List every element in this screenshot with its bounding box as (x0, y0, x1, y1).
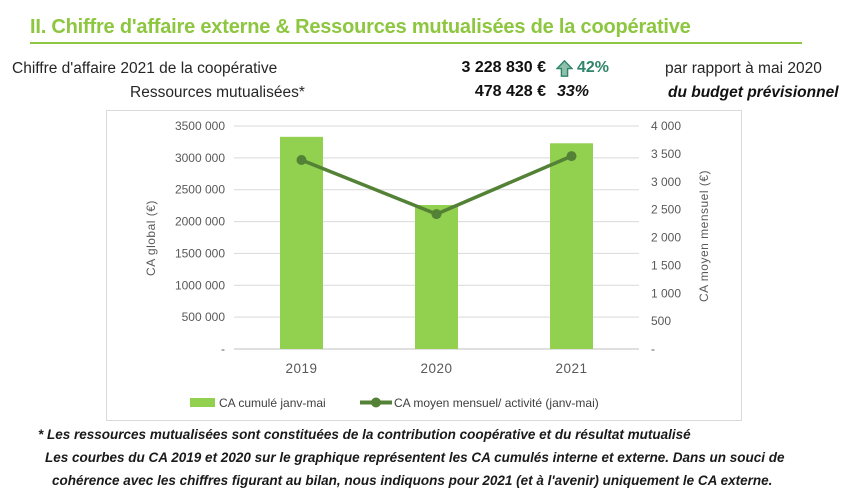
stat-value-ressources: 478 428 € (474, 83, 546, 100)
right-axis-tick: - (651, 342, 655, 356)
right-axis-tick: 3 000 (651, 175, 681, 189)
right-axis-tick: 1 500 (651, 258, 681, 272)
left-axis-tick: 2000 000 (175, 215, 225, 229)
stat-delta-ressources: 33% (557, 83, 590, 100)
right-axis-tick: 4 000 (651, 119, 681, 133)
right-axis-tick: 500 (651, 314, 671, 328)
left-axis-tick: 2500 000 (175, 183, 225, 197)
stat-note-ressources: du budget prévisionnel (668, 84, 839, 101)
left-axis-tick: 3000 000 (175, 151, 225, 165)
stat-label-ressources: Ressources mutualisées* (130, 84, 305, 101)
stat-value-ca-2021: 3 228 830 € (461, 59, 546, 76)
footnote-2: Les courbes du CA 2019 et 2020 sur le gr… (45, 450, 785, 465)
left-axis-tick: 1000 000 (175, 278, 225, 292)
left-axis-tick: 1500 000 (175, 246, 225, 260)
footnote-3: cohérence avec les chiffres figurant au … (52, 473, 773, 488)
left-axis-tick: 3500 000 (175, 119, 225, 133)
legend-label-line: CA moyen mensuel/ activité (janv-mai) (394, 396, 599, 410)
legend-label-bar: CA cumulé janv-mai (219, 396, 326, 410)
bar-2020 (415, 205, 458, 349)
category-label: 2020 (420, 361, 452, 376)
right-axis-title: CA moyen mensuel (€) (697, 170, 711, 302)
footnote-1: * Les ressources mutualisées sont consti… (38, 427, 691, 442)
left-axis-title: CA global (€) (144, 200, 158, 276)
chart-panel: 3500 000 3000 000 2500 000 2000 000 1500 000… (106, 110, 742, 421)
legend-line-dot (371, 397, 381, 408)
stat-note-ca-2021: par rapport à mai 2020 (665, 60, 822, 77)
bar-2019 (280, 136, 323, 349)
legend-bar-swatch (190, 398, 215, 407)
line-point-2019 (296, 155, 307, 166)
right-axis-tick: 2 500 (651, 203, 681, 217)
line-point-2021 (566, 151, 577, 162)
ca-combo-chart: 3500 000 3000 000 2500 000 2000 000 1500 000… (144, 119, 711, 410)
right-axis-tick: 3 500 (651, 147, 681, 161)
bar-2021 (550, 143, 593, 349)
category-label: 2021 (555, 361, 587, 376)
trend-up-icon (555, 59, 574, 77)
section-title: II. Chiffre d'affaire externe & Ressourc… (30, 16, 802, 45)
category-label: 2019 (285, 361, 317, 376)
left-axis-tick: - (221, 342, 225, 356)
right-axis-tick: 2 000 (651, 231, 681, 245)
stat-delta-ca-2021: 42% (577, 59, 610, 76)
stat-label-ca-2021: Chiffre d'affaire 2021 de la coopérative (12, 60, 278, 77)
left-axis-tick: 500 000 (182, 310, 226, 324)
line-point-2020 (431, 209, 442, 220)
right-axis-tick: 1 000 (651, 286, 681, 300)
